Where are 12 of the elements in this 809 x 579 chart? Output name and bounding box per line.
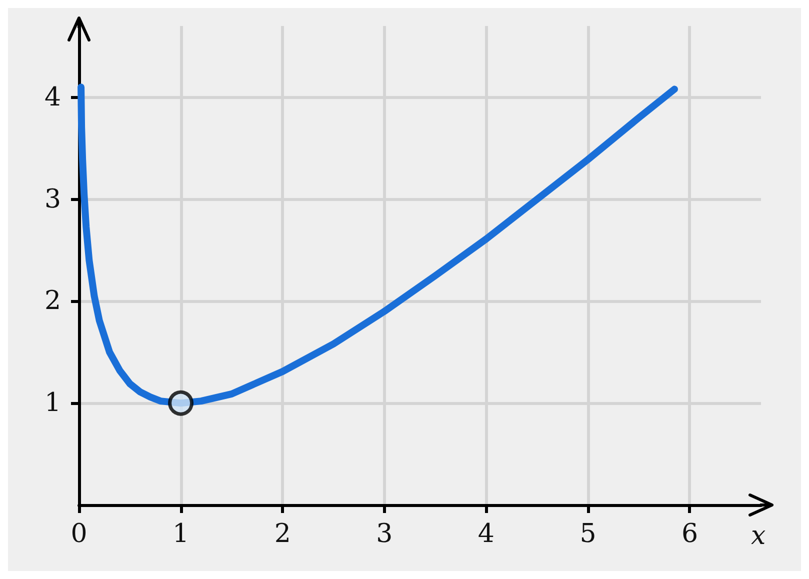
x-tick-label: 6 <box>681 519 698 549</box>
x-tick-label: 0 <box>70 519 88 549</box>
x-axis-title: x <box>751 521 766 551</box>
y-tick-label: 2 <box>44 286 61 316</box>
y-tick-label: 1 <box>44 388 61 418</box>
x-tick-label: 4 <box>478 519 494 549</box>
x-tick-label: 3 <box>376 519 393 549</box>
y-tick-label: 4 <box>44 82 61 112</box>
x-tick-label: 1 <box>172 519 190 549</box>
x-tick-label: 5 <box>580 519 596 549</box>
y-tick-label: 3 <box>44 184 61 214</box>
x-tick-label: 2 <box>274 519 291 549</box>
